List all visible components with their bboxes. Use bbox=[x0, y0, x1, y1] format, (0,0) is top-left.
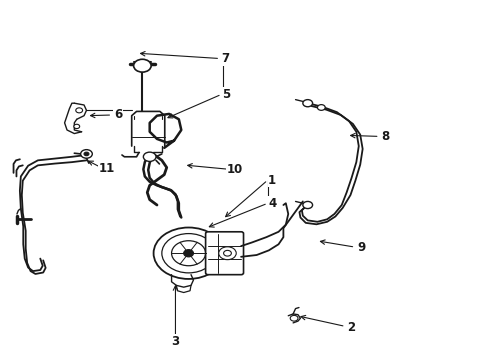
Circle shape bbox=[289, 315, 297, 321]
Circle shape bbox=[218, 247, 236, 260]
Text: 5: 5 bbox=[222, 88, 230, 101]
Text: 3: 3 bbox=[171, 335, 179, 348]
Text: 6: 6 bbox=[114, 108, 122, 121]
Text: 11: 11 bbox=[99, 162, 115, 175]
Text: 1: 1 bbox=[267, 174, 276, 186]
Circle shape bbox=[223, 250, 231, 256]
Circle shape bbox=[74, 124, 80, 129]
Circle shape bbox=[143, 152, 156, 161]
Circle shape bbox=[171, 241, 205, 266]
FancyBboxPatch shape bbox=[205, 232, 243, 275]
Circle shape bbox=[76, 108, 82, 113]
Text: 4: 4 bbox=[267, 197, 276, 210]
Circle shape bbox=[133, 59, 151, 72]
Text: 9: 9 bbox=[356, 241, 365, 255]
Circle shape bbox=[183, 249, 193, 257]
Circle shape bbox=[84, 152, 89, 156]
Text: 7: 7 bbox=[221, 52, 229, 65]
Text: 8: 8 bbox=[381, 130, 389, 143]
Circle shape bbox=[162, 234, 215, 273]
Circle shape bbox=[302, 202, 312, 208]
Text: 10: 10 bbox=[226, 163, 243, 176]
Circle shape bbox=[302, 100, 312, 107]
Circle shape bbox=[317, 105, 325, 111]
Circle shape bbox=[81, 150, 92, 158]
Text: 2: 2 bbox=[346, 321, 355, 334]
Circle shape bbox=[153, 228, 223, 279]
